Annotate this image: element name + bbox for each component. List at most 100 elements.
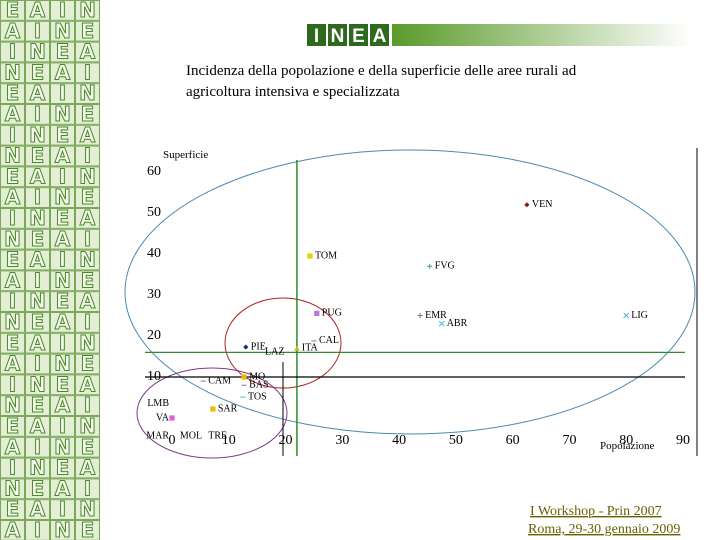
logo-letter: A bbox=[373, 26, 387, 47]
tile-letter: I bbox=[9, 456, 16, 480]
tile-letter: I bbox=[34, 435, 41, 459]
tile bbox=[75, 520, 100, 540]
logo-block bbox=[328, 24, 347, 46]
tile-letter: N bbox=[4, 393, 21, 417]
logo-bar bbox=[392, 24, 692, 46]
tile-letter: A bbox=[55, 476, 71, 500]
x-tick-label: 0 bbox=[169, 433, 176, 448]
tile bbox=[0, 374, 25, 396]
tile-letter: N bbox=[29, 289, 46, 313]
x-tick-label: 10 bbox=[222, 433, 236, 448]
tile bbox=[50, 166, 75, 188]
tile-letter: A bbox=[30, 331, 46, 355]
group-ellipse bbox=[136, 367, 288, 459]
tile bbox=[75, 228, 100, 250]
y-tick-label: 40 bbox=[147, 246, 161, 261]
point-label: VA bbox=[156, 412, 170, 423]
tile bbox=[0, 187, 25, 208]
tile bbox=[25, 332, 50, 354]
tile bbox=[0, 478, 25, 500]
tile bbox=[0, 0, 25, 21]
logo-block bbox=[307, 24, 326, 46]
tile-letter: I bbox=[59, 81, 66, 105]
logo-letter: E bbox=[352, 26, 365, 47]
tile-letter: I bbox=[59, 331, 66, 355]
tile-letter: A bbox=[30, 164, 46, 188]
tile bbox=[75, 436, 100, 458]
point bbox=[524, 202, 530, 208]
tile-letter: A bbox=[30, 81, 46, 105]
tile-letter: E bbox=[31, 144, 45, 168]
tile-letter: E bbox=[56, 289, 70, 313]
group-ellipse bbox=[124, 149, 696, 435]
tile bbox=[50, 478, 75, 500]
tile-letter: E bbox=[81, 102, 95, 126]
logo-letter: N bbox=[331, 26, 345, 47]
tile-letter: I bbox=[59, 164, 66, 188]
y-tick-label: 20 bbox=[147, 328, 161, 343]
tile bbox=[50, 436, 75, 458]
tile-letter: A bbox=[55, 227, 71, 251]
tile bbox=[25, 374, 50, 396]
tile-letter: A bbox=[30, 0, 46, 22]
tile bbox=[75, 312, 100, 333]
tile-letter: E bbox=[6, 331, 20, 355]
tile-letter: A bbox=[55, 144, 71, 168]
tile bbox=[50, 228, 75, 250]
chart-title: Incidenza della popolazione e della supe… bbox=[186, 63, 577, 79]
point-label: FVG bbox=[435, 261, 455, 272]
tile bbox=[0, 395, 25, 417]
tile-letter: I bbox=[34, 518, 41, 540]
tile-letter: N bbox=[54, 518, 71, 540]
tile-letter: A bbox=[80, 372, 96, 396]
x-tick-label: 80 bbox=[619, 433, 633, 448]
tile-letter: E bbox=[6, 0, 20, 22]
tile-letter: I bbox=[9, 123, 16, 147]
tile bbox=[25, 353, 50, 375]
tile-letter: E bbox=[81, 352, 95, 376]
tile-letter: E bbox=[31, 476, 45, 500]
tile-letter: I bbox=[9, 40, 16, 64]
y-tick-label: 60 bbox=[147, 164, 161, 179]
point bbox=[623, 312, 630, 319]
tile bbox=[25, 20, 50, 42]
logo-letter: I bbox=[314, 26, 319, 47]
tile bbox=[75, 353, 100, 375]
x-tick-label: 70 bbox=[562, 433, 576, 448]
tile bbox=[50, 374, 75, 396]
point-label: TOS bbox=[248, 391, 267, 402]
tile-letter: N bbox=[79, 248, 96, 272]
tile-letter: I bbox=[59, 497, 66, 521]
tile-letter: I bbox=[34, 352, 41, 376]
tile-letter: I bbox=[59, 248, 66, 272]
tile-letter: E bbox=[81, 518, 95, 540]
tile bbox=[75, 374, 100, 396]
sidebar: E A I NA I N EI N E AN E A IE A I NA I N EI N E AN E A IE A I NA I N E… bbox=[0, 0, 100, 540]
tile-letter: I bbox=[34, 19, 41, 43]
tile bbox=[75, 41, 100, 63]
point-label: VEN bbox=[532, 199, 553, 210]
tile-letter: N bbox=[54, 19, 71, 43]
tile-letter: N bbox=[79, 0, 96, 22]
tile-letter: A bbox=[5, 435, 21, 459]
x-tick-label: 50 bbox=[449, 433, 463, 448]
tile bbox=[50, 457, 75, 479]
tile-letter: A bbox=[55, 393, 71, 417]
tile bbox=[50, 291, 75, 313]
tile-letter: A bbox=[30, 414, 46, 438]
tile-letter: N bbox=[29, 40, 46, 64]
tile bbox=[0, 249, 25, 271]
tile bbox=[75, 249, 100, 271]
tile bbox=[25, 395, 50, 417]
point-label: TRE bbox=[208, 431, 227, 442]
point bbox=[210, 406, 216, 412]
tile-letter: E bbox=[56, 456, 70, 480]
tile-letter: I bbox=[84, 227, 91, 251]
logo-block bbox=[370, 24, 389, 46]
point bbox=[438, 320, 445, 327]
logo-block bbox=[349, 24, 368, 46]
point-label: CAL bbox=[319, 335, 339, 346]
tile bbox=[0, 499, 25, 521]
tile bbox=[75, 270, 100, 292]
tile bbox=[75, 83, 100, 104]
